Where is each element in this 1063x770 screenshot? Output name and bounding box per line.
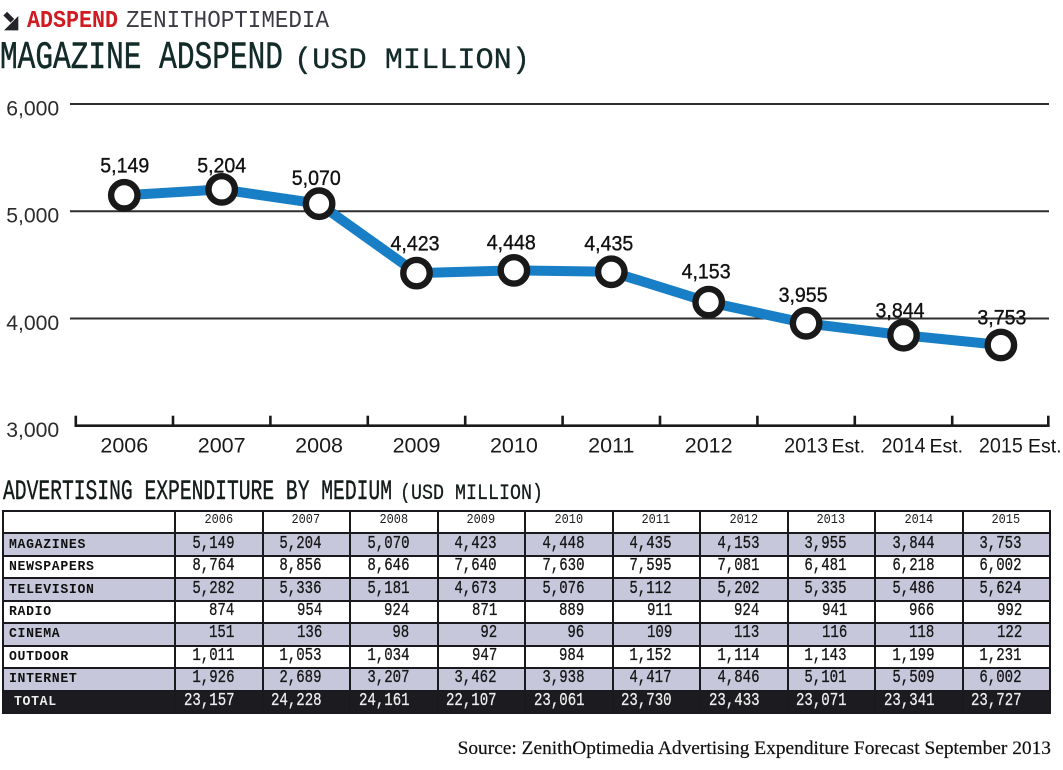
svg-text:2006: 2006 xyxy=(100,434,148,458)
svg-text:Est.: Est. xyxy=(832,436,866,458)
svg-text:2011: 2011 xyxy=(588,434,634,458)
svg-text:MAGAZINE ADSPEND: MAGAZINE ADSPEND xyxy=(0,36,283,77)
svg-text:4,423: 4,423 xyxy=(391,233,440,256)
svg-text:3,000: 3,000 xyxy=(6,419,59,442)
svg-text:ZENITHOPTIMEDIA: ZENITHOPTIMEDIA xyxy=(126,8,330,33)
svg-text:4,000: 4,000 xyxy=(6,312,59,335)
svg-text:(USD MILLION): (USD MILLION) xyxy=(400,481,543,503)
svg-text:2014: 2014 xyxy=(882,434,926,458)
svg-text:(USD MILLION): (USD MILLION) xyxy=(294,44,530,77)
svg-text:3,955: 3,955 xyxy=(779,284,828,307)
svg-text:5,000: 5,000 xyxy=(6,205,59,228)
svg-text:2015: 2015 xyxy=(979,434,1023,458)
svg-text:2008: 2008 xyxy=(295,434,343,458)
svg-text:ADVERTISING EXPENDITURE BY MED: ADVERTISING EXPENDITURE BY MEDIUM xyxy=(3,477,392,503)
svg-text:Est.: Est. xyxy=(930,436,964,458)
svg-text:5,204: 5,204 xyxy=(197,155,246,178)
svg-text:Est.: Est. xyxy=(1028,436,1062,458)
svg-text:4,435: 4,435 xyxy=(584,233,633,256)
svg-text:5,070: 5,070 xyxy=(292,167,341,190)
svg-text:2012: 2012 xyxy=(685,434,733,458)
svg-text:2013: 2013 xyxy=(784,434,828,458)
svg-text:4,153: 4,153 xyxy=(682,261,731,284)
svg-text:3,844: 3,844 xyxy=(876,300,925,323)
svg-text:ADSPEND: ADSPEND xyxy=(27,8,118,33)
svg-text:4,448: 4,448 xyxy=(487,232,536,255)
svg-text:6,000: 6,000 xyxy=(6,98,59,121)
svg-text:2010: 2010 xyxy=(490,434,538,458)
svg-text:2009: 2009 xyxy=(393,434,441,458)
svg-text:5,149: 5,149 xyxy=(100,154,149,177)
svg-text:3,753: 3,753 xyxy=(977,307,1026,330)
svg-text:2007: 2007 xyxy=(198,434,246,458)
